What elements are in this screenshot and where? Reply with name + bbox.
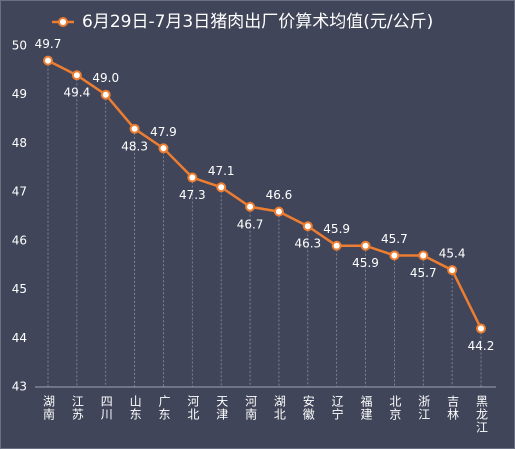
x-tick-label: 北京: [388, 395, 402, 421]
y-tick-label: 47: [12, 185, 27, 199]
point: [360, 240, 371, 251]
y-tick-label: 46: [12, 233, 27, 247]
point: [129, 123, 140, 134]
x-tick-label: 河南: [244, 395, 258, 421]
point: [389, 250, 400, 261]
point: [187, 172, 198, 183]
x-tick-label: 湖北: [272, 394, 286, 421]
y-tick-label: 48: [12, 136, 27, 150]
data-label: 47.1: [208, 164, 235, 178]
y-tick-label: 43: [12, 380, 27, 394]
x-tick-label: 江苏: [70, 395, 84, 421]
data-label: 46.6: [266, 188, 293, 202]
data-label: 45.4: [439, 247, 466, 261]
y-tick-label: 44: [12, 331, 27, 345]
x-tick-label: 黑龙江: [475, 395, 489, 434]
data-label: 47.9: [150, 125, 177, 139]
point: [71, 70, 82, 81]
x-tick-label: 辽宁: [330, 395, 344, 421]
point: [302, 221, 313, 232]
point: [331, 240, 342, 251]
data-label: 48.3: [121, 139, 148, 153]
point: [158, 143, 169, 154]
legend-label: 6月29日-7月3日猪肉出厂价算术均值(元/公斤): [82, 12, 433, 32]
point: [476, 323, 486, 334]
x-tick-label: 安徽: [301, 394, 315, 421]
y-tick-label: 45: [12, 282, 27, 296]
data-label: 49.4: [64, 86, 91, 100]
x-tick-label: 福建: [359, 394, 373, 421]
data-label: 49.0: [92, 71, 119, 85]
point: [245, 201, 256, 212]
data-label: 45.7: [381, 232, 408, 246]
data-label: 49.7: [35, 37, 62, 51]
data-label: 45.9: [352, 256, 379, 270]
x-tick-label: 浙江: [417, 395, 431, 421]
point: [447, 265, 458, 276]
x-tick-label: 湖南: [42, 394, 56, 421]
y-tick-label: 49: [12, 87, 27, 101]
data-label: 47.3: [179, 188, 206, 202]
point: [273, 206, 284, 217]
point: [216, 182, 227, 193]
point: [43, 55, 53, 66]
x-tick-label: 四川: [99, 395, 113, 421]
data-label: 45.7: [410, 266, 437, 280]
x-tick-label: 山东: [128, 395, 142, 421]
point: [418, 250, 429, 261]
data-label: 46.7: [237, 217, 264, 231]
x-tick-label: 吉林: [446, 395, 460, 421]
y-tick-label: 50: [12, 39, 27, 53]
data-label: 46.3: [294, 237, 321, 251]
x-tick-label: 广东: [157, 395, 171, 421]
point: [100, 89, 111, 100]
x-tick-label: 河北: [186, 395, 200, 421]
data-label: 45.9: [323, 222, 350, 236]
data-label: 44.2: [468, 339, 495, 353]
series-line: [47, 59, 483, 330]
legend-marker: [58, 17, 68, 27]
x-tick-label: 天津: [215, 395, 229, 421]
